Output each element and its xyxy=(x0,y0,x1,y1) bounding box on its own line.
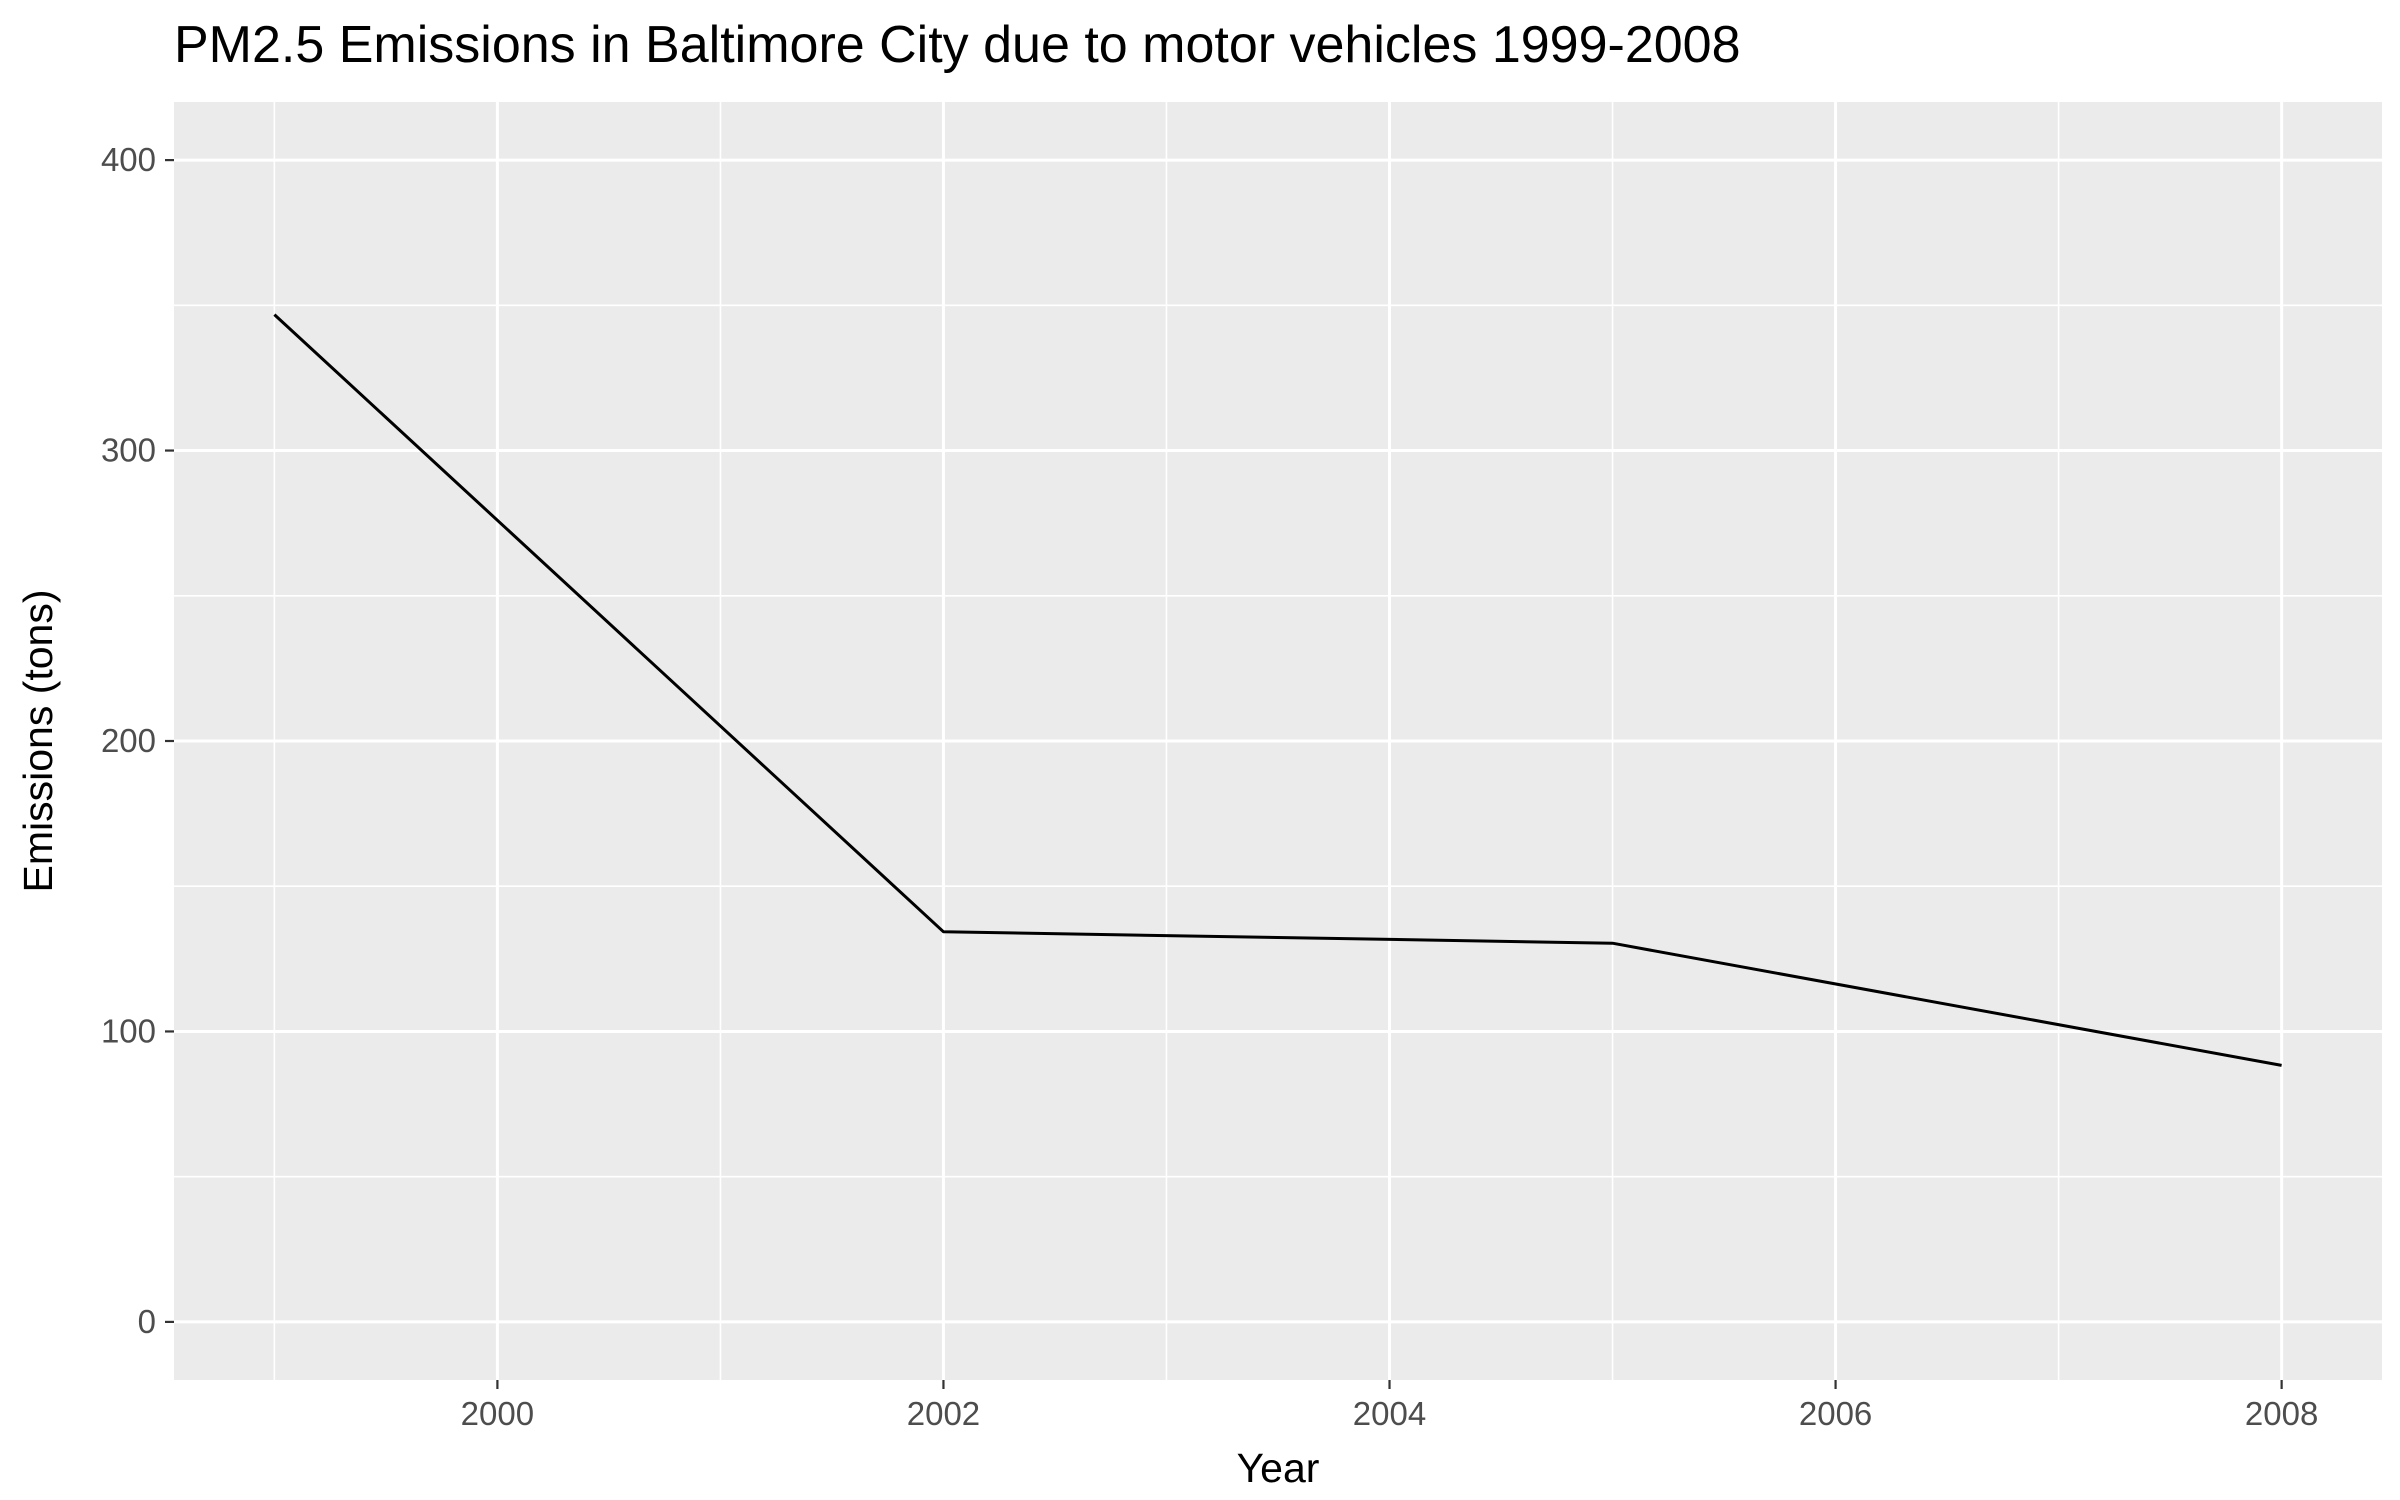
y-tick-label: 0 xyxy=(138,1303,156,1340)
x-axis: 2000 2002 2004 2006 2008 xyxy=(461,1380,2318,1432)
series-layer xyxy=(273,313,2282,1067)
y-axis-title: Emissions (tons) xyxy=(15,589,61,892)
x-tick-label: 2004 xyxy=(1353,1395,1426,1432)
y-tick-label: 200 xyxy=(101,722,156,759)
x-axis-title: Year xyxy=(1237,1445,1320,1491)
y-tick-label: 100 xyxy=(101,1012,156,1049)
y-axis: 0 100 200 300 400 xyxy=(101,141,174,1340)
series-line xyxy=(273,313,2282,1067)
x-tick-label: 2006 xyxy=(1799,1395,1872,1432)
chart-title: PM2.5 Emissions in Baltimore City due to… xyxy=(174,16,1741,74)
major-gridlines xyxy=(174,102,2382,1380)
x-tick-label: 2008 xyxy=(2245,1395,2318,1432)
x-tick-label: 2002 xyxy=(907,1395,980,1432)
y-tick-label: 300 xyxy=(101,432,156,469)
y-tick-label: 400 xyxy=(101,141,156,178)
x-tick-label: 2000 xyxy=(461,1395,534,1432)
